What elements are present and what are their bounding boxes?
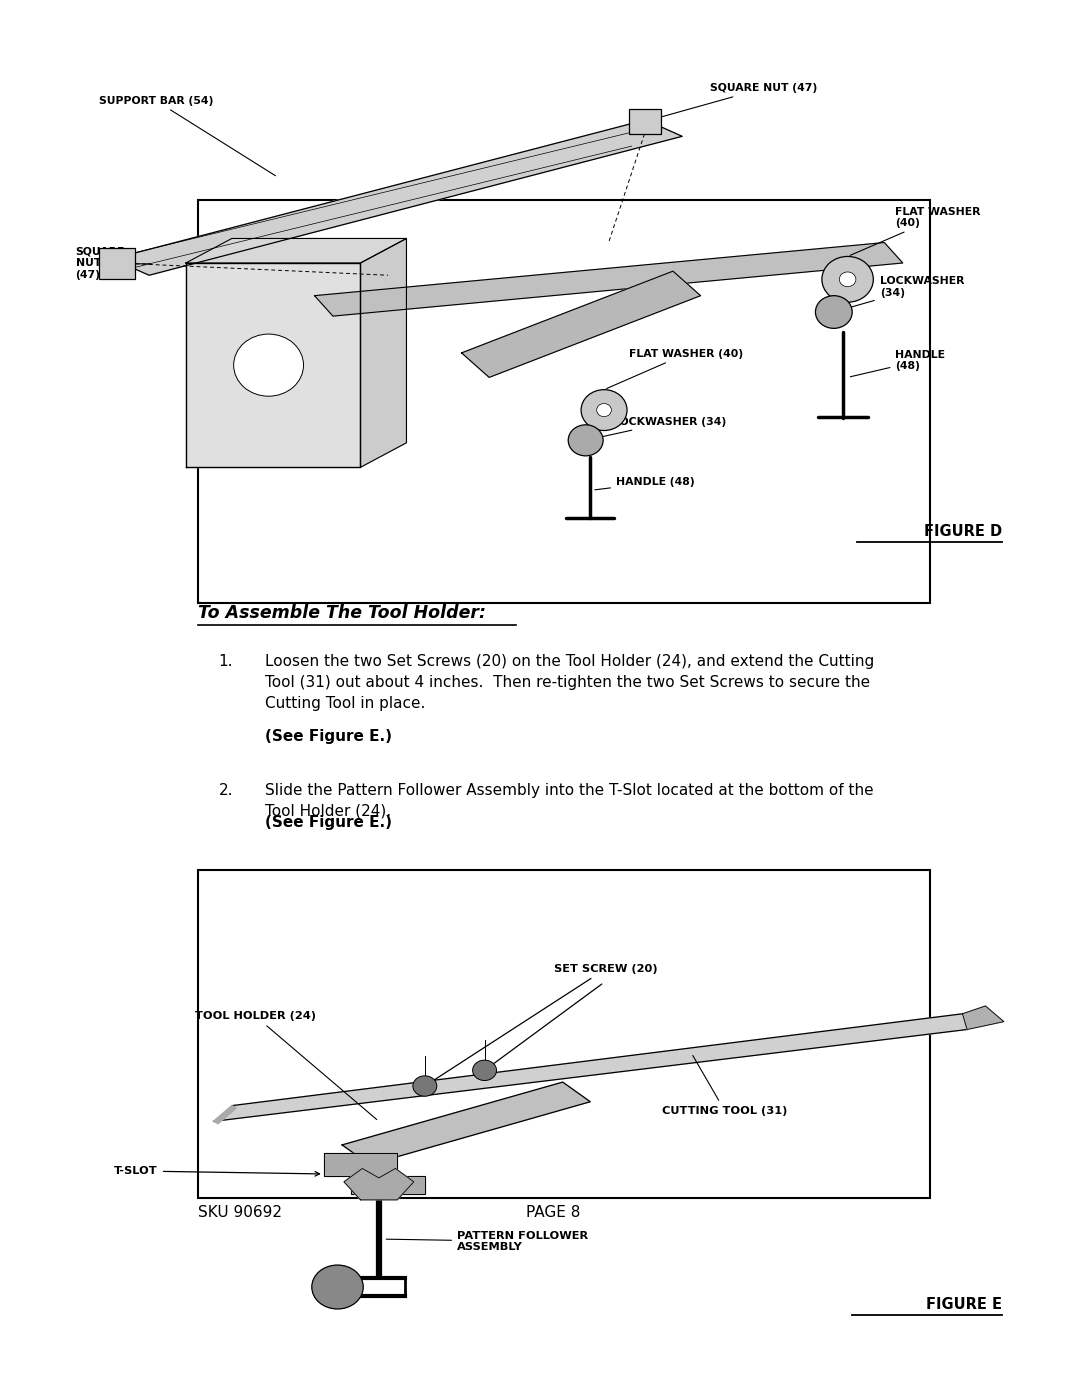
Text: 2.: 2. [218,782,233,798]
Text: T-SLOT: T-SLOT [114,1166,320,1176]
Circle shape [596,404,611,416]
Circle shape [581,390,627,430]
Polygon shape [186,239,406,263]
Bar [198,870,930,1199]
Polygon shape [343,1168,414,1200]
Text: LOCKWASHER (34): LOCKWASHER (34) [589,416,727,440]
Text: FIGURE E: FIGURE E [926,1298,1002,1312]
Circle shape [568,425,603,455]
Text: LOCKWASHER
(34): LOCKWASHER (34) [837,277,964,312]
Polygon shape [214,1105,237,1123]
Circle shape [839,272,855,286]
Bar [98,249,135,279]
Text: SET SCREW (20): SET SCREW (20) [429,964,657,1084]
Text: FLAT WASHER (40): FLAT WASHER (40) [607,349,743,388]
Circle shape [312,1266,363,1309]
Polygon shape [361,239,406,467]
Text: SUPPORT BAR (54): SUPPORT BAR (54) [98,95,275,176]
Text: (See Figure E.): (See Figure E.) [265,729,392,745]
Polygon shape [342,1083,591,1165]
Bar [198,200,930,604]
Text: SQUARE NUT (47): SQUARE NUT (47) [647,84,816,122]
Text: SQUARE
NUT
(47): SQUARE NUT (47) [76,246,125,279]
Polygon shape [962,1006,1003,1030]
Polygon shape [186,263,361,467]
Text: 1.: 1. [218,654,233,669]
Text: CUTTING TOOL (31): CUTTING TOOL (31) [662,1056,787,1116]
Text: (See Figure E.): (See Figure E.) [265,816,392,830]
Polygon shape [112,120,683,275]
Text: FLAT WASHER
(40): FLAT WASHER (40) [850,207,981,256]
Polygon shape [461,271,701,377]
Text: Loosen the two Set Screws (20) on the Tool Holder (24), and extend the Cutting
T: Loosen the two Set Screws (20) on the To… [265,654,874,711]
Text: HANDLE (48): HANDLE (48) [595,478,694,490]
Circle shape [815,296,852,328]
Text: FIGURE D: FIGURE D [923,524,1002,539]
Circle shape [473,1060,497,1080]
Text: Slide the Pattern Follower Assembly into the T-Slot located at the bottom of the: Slide the Pattern Follower Assembly into… [265,782,874,819]
Polygon shape [314,243,903,316]
Text: HANDLE
(48): HANDLE (48) [850,349,945,377]
Text: PATTERN FOLLOWER
ASSEMBLY: PATTERN FOLLOWER ASSEMBLY [387,1231,589,1252]
Circle shape [822,257,874,302]
Circle shape [233,334,303,397]
Bar [629,109,661,134]
Polygon shape [214,1014,967,1122]
Circle shape [413,1076,436,1097]
Text: TOOL HOLDER (24): TOOL HOLDER (24) [195,1011,377,1119]
Polygon shape [324,1153,424,1194]
Text: To Assemble The Tool Holder:: To Assemble The Tool Holder: [198,604,486,622]
Text: PAGE 8: PAGE 8 [526,1204,581,1220]
Text: SKU 90692: SKU 90692 [198,1204,282,1220]
